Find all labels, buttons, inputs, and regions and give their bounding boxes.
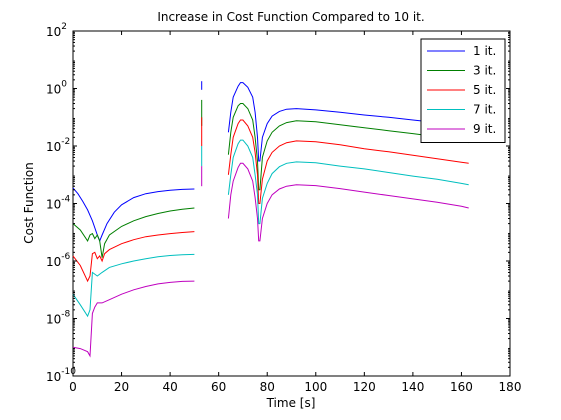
legend-box bbox=[420, 38, 506, 143]
legend: 1 it. 3 it. 5 it. 7 it. 9 it. bbox=[420, 38, 506, 143]
x-tick-label: 40 bbox=[162, 380, 177, 394]
series-4-segment-1 bbox=[72, 253, 195, 318]
series-5 bbox=[72, 162, 469, 358]
series-4 bbox=[72, 139, 469, 318]
legend-label: 3 it. bbox=[473, 64, 496, 78]
legend-label: 1 it. bbox=[473, 44, 496, 58]
axis-layer: 0 20 40 60 80 100 120 140 160 180 10-10 10-8 10-6 10-… bbox=[46, 22, 521, 394]
y-tick-label: 10-2 bbox=[46, 137, 70, 154]
x-tick-label: 20 bbox=[114, 380, 129, 394]
legend-label: 9 it. bbox=[473, 122, 496, 136]
series-3-segment-1 bbox=[72, 231, 195, 283]
x-tick-label: 100 bbox=[304, 380, 327, 394]
x-tick-label: 0 bbox=[69, 380, 77, 394]
y-tick-label: 100 bbox=[46, 80, 67, 97]
y-tick-label: 10-6 bbox=[46, 252, 71, 269]
x-axis-label: Time [s] bbox=[266, 396, 316, 410]
x-tick-label: 120 bbox=[353, 380, 376, 394]
x-tick-label: 80 bbox=[260, 380, 275, 394]
y-tick-label: 102 bbox=[46, 22, 67, 39]
x-tick-label: 140 bbox=[401, 380, 424, 394]
series-5-segment-3 bbox=[227, 162, 469, 242]
x-tick-label: 60 bbox=[211, 380, 226, 394]
x-tick-label: 160 bbox=[450, 380, 473, 394]
legend-label: 7 it. bbox=[473, 103, 496, 117]
y-tick-label: 10-10 bbox=[46, 367, 76, 384]
series-2-segment-1 bbox=[72, 207, 195, 258]
chart-title: Increase in Cost Function Compared to 10… bbox=[157, 10, 424, 24]
series-1 bbox=[72, 81, 469, 243]
series-2-segment-3 bbox=[227, 103, 469, 191]
x-tick-label: 180 bbox=[499, 380, 522, 394]
y-axis-label: Cost Function bbox=[22, 162, 36, 244]
y-tick-label: 10-4 bbox=[46, 195, 71, 212]
legend-label: 5 it. bbox=[473, 83, 496, 97]
series-3-segment-3 bbox=[227, 119, 469, 204]
series-5-segment-1 bbox=[72, 280, 195, 358]
series-1-segment-1 bbox=[72, 187, 195, 243]
series-layer bbox=[72, 81, 469, 358]
series-3 bbox=[72, 117, 469, 283]
series-4-segment-3 bbox=[227, 139, 469, 225]
y-tick-label: 10-8 bbox=[46, 310, 71, 327]
series-1-segment-3 bbox=[227, 82, 469, 162]
